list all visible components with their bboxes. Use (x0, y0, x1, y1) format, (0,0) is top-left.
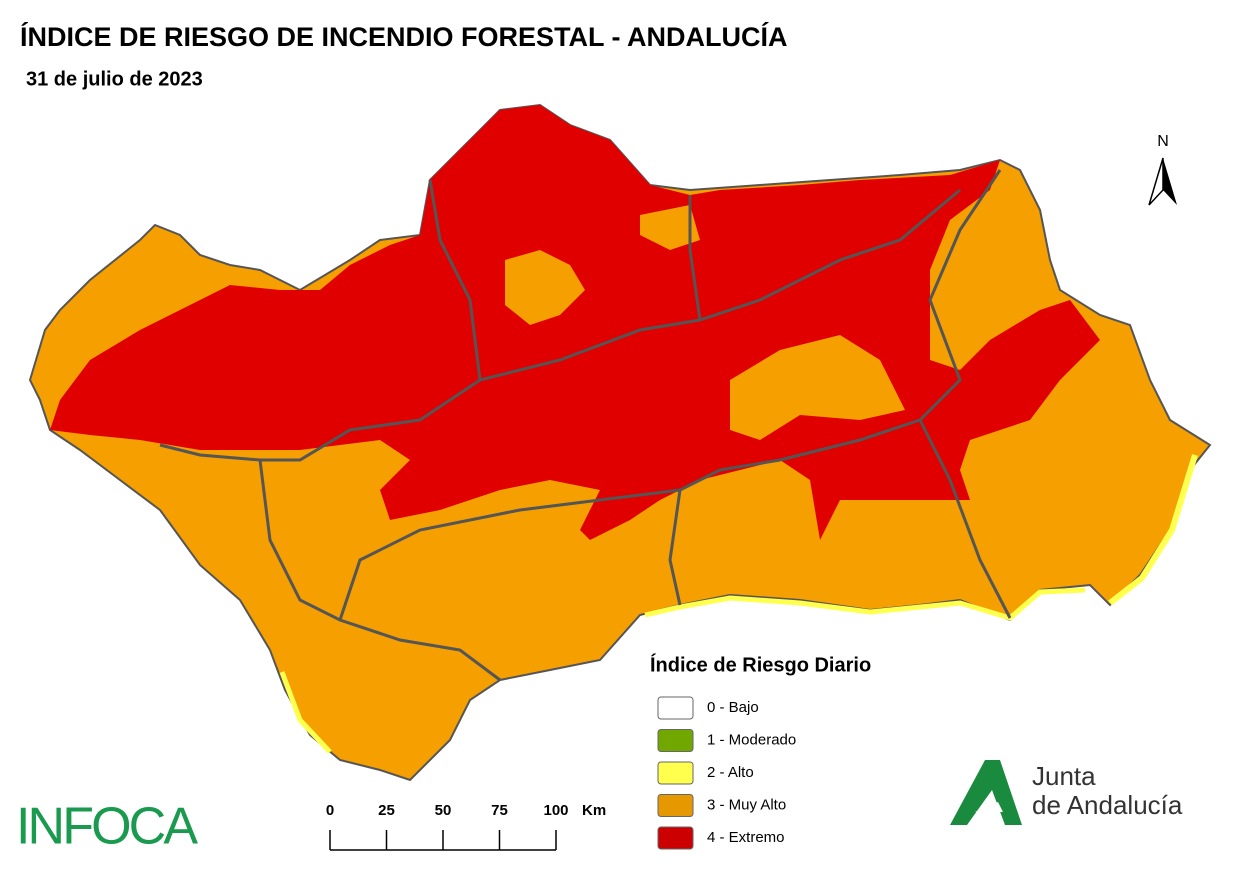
legend: Índice de Riesgo Diario 0 - Bajo 1 - Mode… (650, 653, 871, 850)
legend-label: 3 - Muy Alto (707, 796, 786, 813)
scale-label: 50 (435, 802, 452, 819)
scale-label: 0 (326, 802, 334, 819)
region-orange (730, 335, 905, 440)
legend-label: 0 - Bajo (707, 699, 759, 716)
legend-swatch (657, 696, 694, 720)
region-map (28, 103, 1212, 782)
scale-label: 75 (491, 802, 508, 819)
scale-bar: 0 25 50 75 100 Km (326, 802, 606, 851)
north-label: N (1157, 133, 1169, 150)
scale-label: 100 (543, 802, 568, 819)
scale-label: 25 (378, 802, 395, 819)
subtitle: 31 de julio de 2023 (26, 68, 203, 90)
coast-yellow (644, 587, 1086, 621)
north-arrow: N (1148, 133, 1177, 206)
region-orange (640, 205, 700, 250)
legend-swatch (657, 761, 694, 785)
legend-label: 4 - Extremo (707, 829, 785, 846)
junta-logo: Junta de Andalucía (950, 760, 1183, 825)
legend-swatch (657, 826, 694, 850)
legend-swatch (657, 794, 694, 817)
legend-title: Índice de Riesgo Diario (650, 653, 871, 676)
region-orange (505, 250, 585, 325)
junta-logo-mark (950, 760, 1022, 825)
infoca-logo: INFOCA (16, 798, 198, 856)
north-arrow-left (1148, 157, 1164, 206)
province-borders (159, 169, 1012, 682)
coast-yellow (1108, 454, 1198, 606)
legend-swatch (657, 729, 694, 752)
junta-logo-line: Junta (1032, 761, 1096, 791)
junta-logo-line: de Andalucía (1032, 790, 1183, 820)
region-red (50, 105, 1100, 540)
junta-logo-mark (975, 802, 1003, 812)
north-arrow-right (1163, 158, 1177, 205)
title: ÍNDICE DE RIESGO DE INCENDIO FORESTAL - … (20, 21, 788, 52)
legend-label: 2 - Alto (707, 764, 754, 781)
scale-unit: Km (582, 802, 606, 819)
legend-label: 1 - Moderado (707, 731, 796, 748)
coast-yellow (279, 671, 332, 754)
